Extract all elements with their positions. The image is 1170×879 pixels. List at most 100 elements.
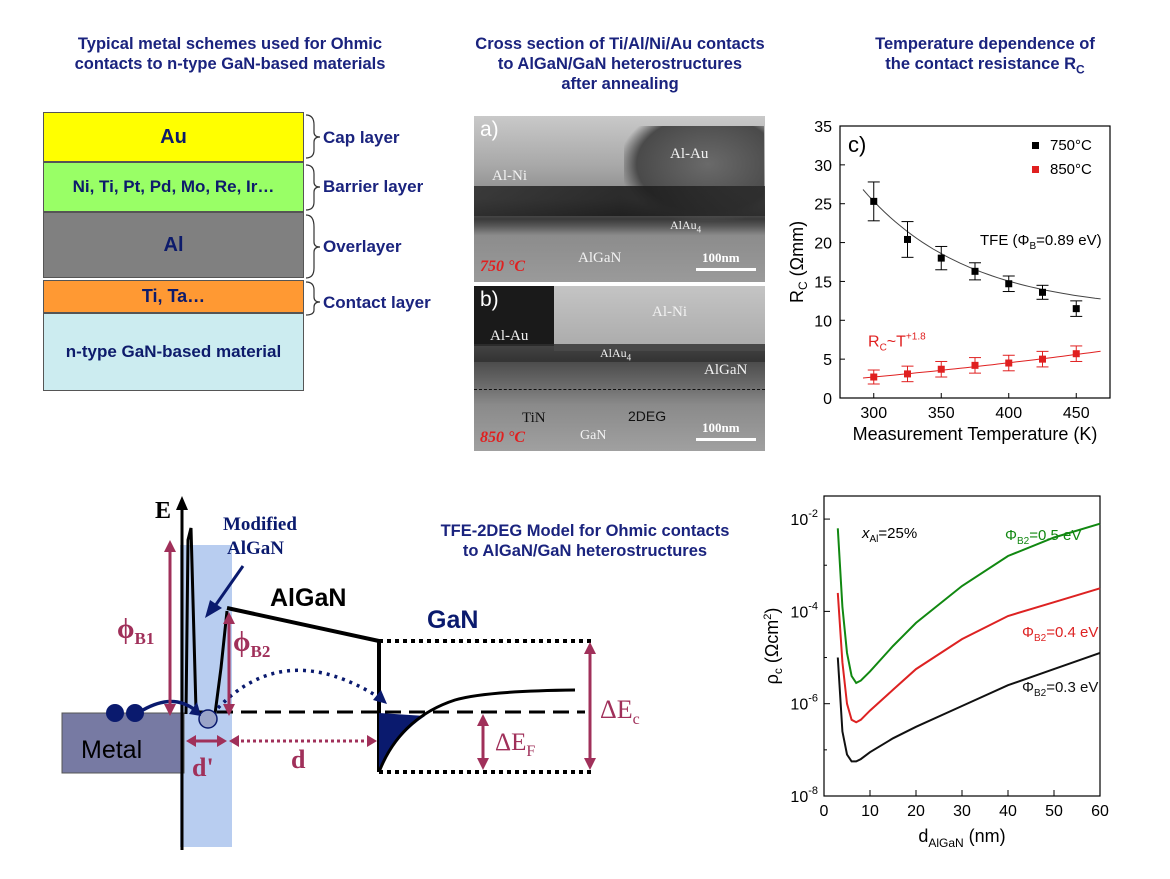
tem-grain bbox=[474, 286, 554, 346]
annotation-text: R bbox=[868, 334, 880, 351]
tem-panel-label: b) bbox=[480, 288, 499, 311]
heading-temperature: Temperature dependence of the contact re… bbox=[815, 34, 1155, 79]
series-label-text: =0.5 eV bbox=[1029, 527, 1081, 544]
data-point bbox=[1072, 305, 1080, 313]
heading-sub: C bbox=[1076, 62, 1085, 77]
tem-grain bbox=[474, 344, 765, 362]
series-label-text: Φ bbox=[1005, 527, 1017, 544]
heading-line: to AlGaN/GaN heterostructures bbox=[497, 55, 743, 73]
heading-line: TFE-2DEG Model for Ohmic contacts bbox=[440, 522, 730, 540]
x-tick-label: 10 bbox=[861, 803, 879, 820]
tem-label-sub: 4 bbox=[696, 224, 702, 235]
data-point bbox=[971, 361, 979, 369]
tem-label-algan: AlGaN bbox=[578, 250, 622, 266]
x-tick-label: 40 bbox=[999, 803, 1017, 820]
y-tick-base: 10 bbox=[790, 512, 808, 529]
tem-image-750: a) Al-Ni Al-Au AlAu4 AlGaN 750 °C 100nm bbox=[474, 116, 765, 282]
gan-conduction-band bbox=[377, 688, 576, 773]
y-tick-label: 10-4 bbox=[790, 600, 818, 621]
legend-marker bbox=[1032, 166, 1039, 173]
algan-conduction-band bbox=[226, 606, 380, 643]
data-point bbox=[870, 373, 878, 381]
layer-barrier-layer: Ni, Ti, Pt, Pd, Mo, Re, Ir… bbox=[43, 162, 304, 212]
data-point bbox=[1072, 350, 1080, 358]
x-axis-label: dAlGaN (nm) bbox=[918, 826, 1005, 850]
phi-b1-arrow-head bbox=[164, 704, 176, 716]
plot-frame bbox=[839, 125, 1111, 399]
layer-contact-layer: Ti, Ta… bbox=[43, 280, 304, 313]
series-label-text: Φ bbox=[1022, 624, 1034, 641]
tem-scale-label: 100nm bbox=[702, 250, 740, 265]
heading-cross-section: Cross section of Ti/Al/Ni/Au contacts to… bbox=[445, 34, 795, 94]
y-tick-exp: -8 bbox=[808, 785, 818, 797]
series-label: ΦB2=0.4 eV bbox=[1022, 624, 1098, 644]
bracket-cap bbox=[305, 114, 321, 159]
y-axis-label: RC (Ωmm) bbox=[787, 221, 810, 303]
tem-label-alau4: AlAu4 bbox=[670, 218, 701, 234]
x-tick-label: 350 bbox=[928, 405, 955, 422]
y-tick-base: 10 bbox=[790, 697, 808, 714]
tem-grain bbox=[474, 186, 765, 216]
legend-label: 850°C bbox=[1050, 161, 1092, 178]
delta-ec-label: ΔEc bbox=[600, 695, 640, 728]
layer-cap-layer: Au bbox=[43, 112, 304, 162]
metal-block bbox=[61, 712, 185, 774]
heading-line: Cross section of Ti/Al/Ni/Au contacts bbox=[475, 35, 765, 53]
tem-dashed-line bbox=[474, 389, 765, 390]
y-tick-label: 25 bbox=[814, 197, 832, 214]
delta-ef-label: ΔEF bbox=[495, 729, 535, 760]
bracket-barrier bbox=[305, 164, 321, 211]
tem-scale-bar bbox=[696, 268, 756, 271]
tem-temperature: 850 °C bbox=[480, 429, 526, 446]
delta-ef-symbol: ΔE bbox=[495, 729, 526, 756]
delta-ec-symbol: ΔE bbox=[600, 695, 633, 724]
delta-ef-arrow-head bbox=[477, 714, 489, 726]
chart-contact-resistance: 300 350 400 450 0 5 10 15 20 25 30 35 Measurement Te… bbox=[787, 119, 1111, 444]
tfe-fit-curve bbox=[862, 189, 1101, 300]
y-axis-label-text: R bbox=[787, 290, 807, 303]
series-line bbox=[836, 522, 1101, 685]
delta-ec-sub: c bbox=[633, 711, 640, 728]
series-label-sub: B2 bbox=[1034, 633, 1047, 644]
energy-axis-arrow bbox=[176, 496, 188, 510]
d-prime-label: d' bbox=[192, 753, 214, 782]
x-tick-label: 50 bbox=[1045, 803, 1063, 820]
y-tick-exp: -4 bbox=[808, 600, 818, 612]
x-tick-label: 0 bbox=[820, 803, 829, 820]
tem-label-tin: TiN bbox=[522, 410, 546, 426]
y-axis-label-unit: (Ωmm) bbox=[787, 221, 807, 281]
phi-b1-arrow-head bbox=[164, 540, 176, 552]
y-axis-label: ρc (Ωcm2) bbox=[762, 608, 785, 685]
series-label-sub: B2 bbox=[1034, 688, 1047, 699]
y-tick-label: 10-6 bbox=[790, 693, 818, 714]
y-tick-exp: -6 bbox=[808, 693, 818, 705]
y-tick-label: 35 bbox=[814, 119, 832, 136]
phi-b1-sub: B1 bbox=[134, 629, 154, 648]
energy-axis-label: E bbox=[155, 498, 171, 524]
heading-line: contacts to n-type GaN-based materials bbox=[74, 55, 386, 73]
annotation-sub: Al bbox=[870, 534, 879, 545]
tem-label-text: AlAu bbox=[600, 346, 627, 360]
delta-ef-arrow-head bbox=[477, 758, 489, 770]
panel-label: c) bbox=[848, 132, 866, 157]
d-prime-arrow-head bbox=[186, 735, 196, 747]
data-point bbox=[937, 365, 945, 373]
band-diagram-title: TFE-2DEG Model for Ohmic contacts to AlG… bbox=[380, 521, 790, 561]
y-tick-exp: -2 bbox=[808, 508, 818, 520]
annotation-text: =0.89 eV) bbox=[1036, 232, 1101, 249]
series-line bbox=[836, 651, 1101, 763]
x-tick-label: 60 bbox=[1091, 803, 1109, 820]
delta-ef-sub: F bbox=[526, 743, 535, 760]
tem-label-gan: GaN bbox=[580, 428, 607, 443]
tem-label-alni: Al-Ni bbox=[492, 168, 527, 184]
y-tick-label: 15 bbox=[814, 274, 832, 291]
heading-line: the contact resistance RC bbox=[815, 54, 1155, 79]
tem-panel-label: a) bbox=[480, 118, 499, 141]
series-label-text: =0.4 eV bbox=[1046, 624, 1098, 641]
tem-image-850: b) Al-Ni Al-Au AlAu4 AlGaN TiN 2DEG GaN … bbox=[474, 286, 765, 451]
annotation-text: ~T bbox=[887, 334, 906, 351]
data-point bbox=[971, 267, 979, 275]
tem-grain bbox=[554, 286, 765, 351]
annotation-sub: B bbox=[1029, 241, 1036, 252]
x-axis-label: Measurement Temperature (K) bbox=[853, 424, 1098, 444]
